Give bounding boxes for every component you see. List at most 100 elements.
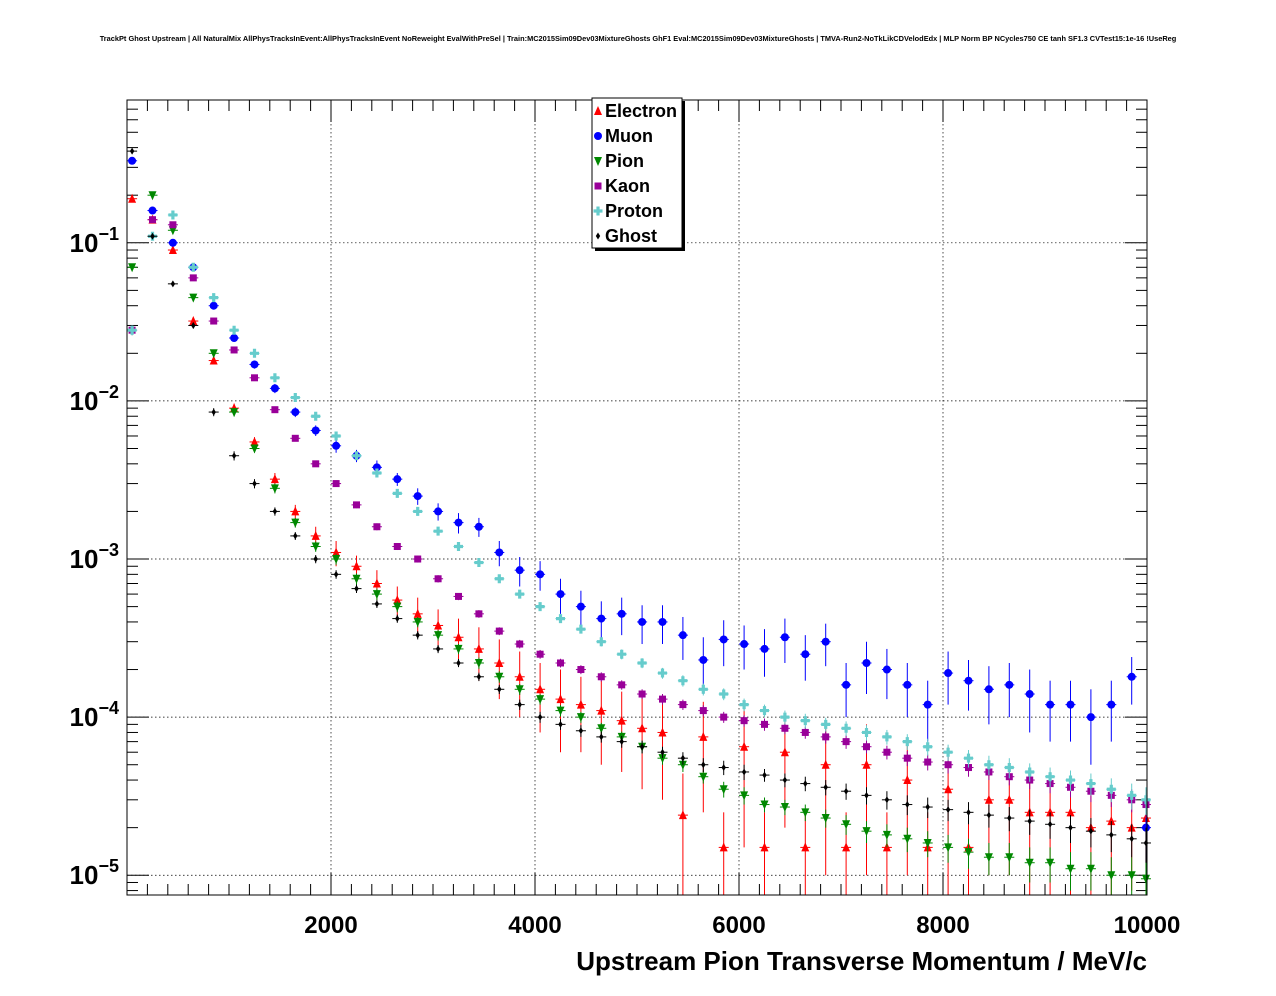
data-point — [311, 530, 320, 540]
data-point — [189, 293, 198, 303]
x-tick-label: 8000 — [916, 912, 969, 939]
data-point — [740, 791, 749, 801]
data-point — [270, 384, 279, 393]
data-point — [332, 480, 340, 488]
data-point — [841, 723, 851, 733]
y-tick-exponent: −1 — [98, 224, 119, 244]
legend-entry-kaon: Kaon — [594, 176, 650, 196]
data-point — [127, 325, 137, 335]
data-point — [372, 463, 381, 472]
data-point — [515, 589, 525, 599]
legend-label: Pion — [605, 151, 644, 171]
data-point — [495, 672, 504, 682]
data-point — [1025, 690, 1034, 699]
data-point — [352, 574, 361, 584]
data-point — [883, 748, 891, 756]
data-series — [127, 147, 1151, 895]
data-point — [822, 733, 830, 741]
data-point — [374, 600, 380, 608]
data-point — [331, 431, 341, 441]
data-point — [1088, 827, 1094, 835]
data-point — [699, 772, 708, 782]
data-point — [740, 741, 749, 751]
data-point — [762, 771, 767, 779]
legend: Electron Muon Pion Kaon Proton Ghost — [591, 97, 685, 251]
y-tick-exponent: −3 — [98, 540, 119, 560]
data-point — [150, 232, 155, 240]
data-point — [1129, 835, 1134, 843]
data-point — [944, 784, 953, 794]
data-point — [251, 374, 258, 382]
data-point — [230, 333, 239, 342]
data-point — [209, 301, 218, 310]
legend-marker — [595, 232, 601, 240]
data-point — [660, 748, 665, 756]
data-point — [945, 806, 951, 814]
data-point — [1005, 853, 1014, 863]
data-point — [332, 547, 341, 557]
y-tick-label: 10−2 — [70, 382, 119, 416]
legend-entry-pion: Pion — [594, 151, 644, 171]
data-point — [821, 637, 830, 646]
data-point — [291, 408, 300, 417]
y-tick-label: 10−4 — [70, 698, 119, 732]
data-point — [882, 732, 892, 742]
data-point — [924, 758, 932, 766]
data-point — [719, 635, 728, 644]
data-point — [701, 761, 706, 769]
data-point — [597, 705, 606, 715]
data-point — [290, 393, 300, 403]
data-point — [984, 685, 993, 694]
data-point — [882, 665, 891, 674]
data-point — [434, 620, 443, 630]
x-tick-label: 2000 — [304, 912, 357, 939]
data-point — [170, 280, 176, 288]
data-point — [475, 610, 483, 618]
data-point — [1046, 700, 1055, 709]
data-point — [801, 842, 810, 852]
data-point — [617, 715, 626, 725]
data-point — [168, 238, 177, 247]
data-point — [902, 737, 912, 747]
data-point — [209, 355, 218, 365]
data-point — [637, 658, 647, 668]
data-point — [1066, 775, 1075, 785]
data-point — [516, 640, 524, 648]
data-point — [393, 595, 402, 605]
data-point — [231, 452, 237, 460]
data-point — [801, 808, 810, 818]
data-point — [556, 706, 565, 716]
data-point — [393, 542, 401, 550]
data-point — [760, 706, 770, 716]
data-point — [354, 585, 359, 593]
data-point — [699, 731, 708, 741]
data-point — [353, 501, 360, 509]
y-tick-base: 10 — [70, 386, 99, 416]
data-point — [781, 724, 789, 732]
data-point — [618, 681, 626, 689]
data-point — [433, 526, 443, 536]
x-tick-label: 6000 — [712, 912, 765, 939]
data-point — [189, 274, 197, 282]
data-point — [596, 637, 606, 647]
data-point — [597, 614, 606, 623]
data-point — [821, 719, 831, 729]
data-point — [882, 830, 891, 840]
data-point — [556, 694, 565, 704]
y-tick-label: 10−3 — [70, 540, 119, 574]
data-point — [576, 624, 586, 634]
data-point — [862, 827, 871, 837]
data-point — [536, 570, 545, 579]
y-tick-label: 10−1 — [70, 224, 119, 258]
y-tick-base: 10 — [70, 228, 99, 258]
data-point — [944, 761, 952, 769]
data-point — [293, 532, 298, 540]
data-point — [209, 293, 219, 303]
data-point — [456, 659, 461, 667]
data-point — [434, 507, 443, 516]
data-point — [944, 669, 953, 678]
data-point — [739, 700, 749, 710]
data-point — [1107, 816, 1116, 826]
data-point — [497, 685, 502, 693]
data-point — [209, 349, 218, 359]
